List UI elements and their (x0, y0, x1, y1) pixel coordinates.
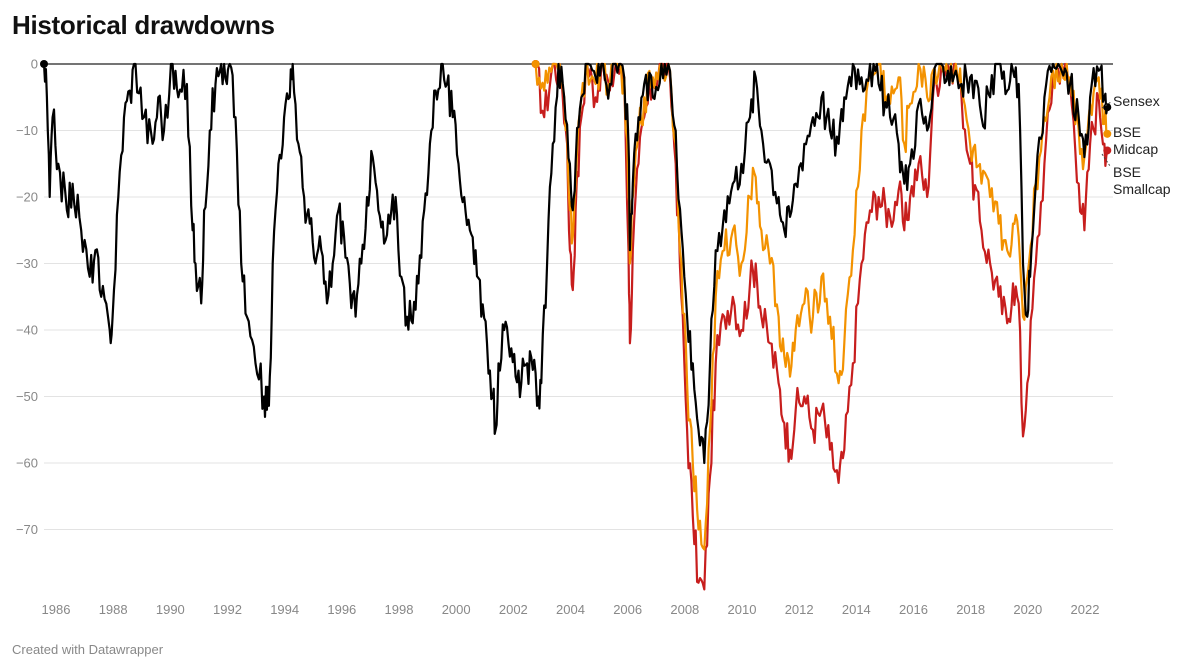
series-labels: BSE Smallcap BSE Midcap Sensex (1101, 93, 1171, 197)
x-tick-label: 1992 (213, 602, 242, 617)
x-tick-label: 1994 (270, 602, 299, 617)
end-marker-sensex (1103, 103, 1112, 112)
label-leader-sensex (1101, 101, 1112, 109)
x-tick-label: 2012 (785, 602, 814, 617)
x-tick-label: 1988 (99, 602, 128, 617)
chart-title: Historical drawdowns (12, 10, 275, 40)
end-marker-bse-smallcap (1103, 146, 1112, 155)
series-label-sensex: Sensex (1113, 93, 1160, 109)
x-tick-label: 2006 (613, 602, 642, 617)
y-tick-label: −30 (16, 256, 38, 271)
series-markers (40, 60, 1112, 155)
y-tick-label: 0 (31, 57, 38, 72)
y-tick-label: −40 (16, 323, 38, 338)
series-line-bse-smallcap (535, 62, 1109, 591)
end-marker-bse-midcap (1103, 129, 1112, 138)
series-lines (42, 62, 1109, 591)
series-label-bse-midcap: BSE Midcap (1113, 124, 1158, 157)
y-tick-label: −10 (16, 123, 38, 138)
series-label-bse-smallcap: BSE Smallcap (1113, 164, 1171, 197)
x-tick-label: 1990 (156, 602, 185, 617)
y-tick-label: −50 (16, 389, 38, 404)
x-tick-label: 2016 (899, 602, 928, 617)
x-axis: 1986 1988 1990 1992 1994 1996 1998 2000 2002 2004… (42, 602, 1100, 617)
series-line-bse-midcap (534, 62, 1109, 551)
y-tick-label: −20 (16, 190, 38, 205)
label-leader-bse-smallcap (1101, 153, 1111, 167)
footer-credit: Created with Datawrapper (12, 642, 164, 657)
x-tick-label: 2008 (670, 602, 699, 617)
x-tick-label: 2018 (956, 602, 985, 617)
y-tick-label: −70 (16, 522, 38, 537)
x-tick-label: 2022 (1071, 602, 1100, 617)
x-tick-label: 2020 (1013, 602, 1042, 617)
x-tick-label: 2000 (442, 602, 471, 617)
x-tick-label: 2004 (556, 602, 585, 617)
x-tick-label: 2014 (842, 602, 871, 617)
series-line-sensex (42, 62, 1109, 465)
start-marker-bse-midcap (531, 60, 540, 68)
x-tick-label: 2010 (728, 602, 757, 617)
start-marker-sensex (40, 60, 48, 68)
x-tick-label: 2002 (499, 602, 528, 617)
x-tick-label: 1998 (385, 602, 414, 617)
y-axis: 0 −10 −20 −30 −40 −50 −60 −70 (16, 57, 38, 538)
x-tick-label: 1996 (327, 602, 356, 617)
x-tick-label: 1986 (42, 602, 71, 617)
y-tick-label: −60 (16, 456, 38, 471)
